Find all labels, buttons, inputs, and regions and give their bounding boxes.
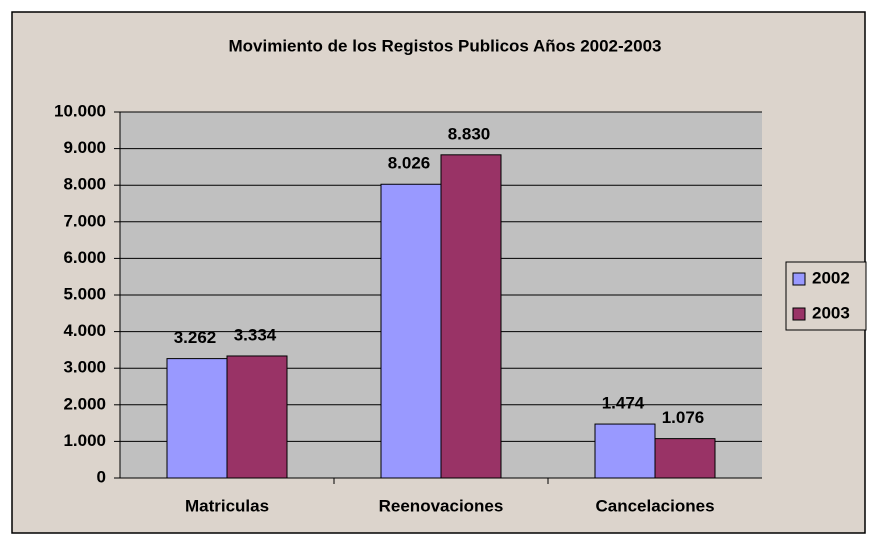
y-tick-label: 8.000: [63, 175, 106, 194]
value-label: 3.262: [174, 328, 217, 347]
value-label: 1.474: [602, 394, 645, 413]
bar: [440, 154, 502, 479]
bar: [166, 358, 228, 479]
value-label: 8.830: [448, 124, 491, 143]
x-tick-label: Matriculas: [185, 496, 269, 515]
bar: [654, 438, 716, 479]
value-label: 8.026: [388, 154, 431, 173]
y-tick-label: 0: [97, 467, 106, 486]
value-label: 1.076: [662, 408, 705, 427]
y-tick-label: 5.000: [63, 284, 106, 303]
y-tick-label: 3.000: [63, 358, 106, 377]
bar: [226, 355, 288, 479]
x-tick-label: Reenovaciones: [379, 496, 504, 515]
legend-swatch: [792, 272, 806, 286]
y-tick-label: 9.000: [63, 138, 106, 157]
value-label: 3.334: [234, 325, 277, 344]
legend-label: 2002: [812, 268, 850, 287]
legend-label: 2003: [812, 303, 850, 322]
y-tick-label: 10.000: [54, 101, 106, 120]
legend-swatch: [792, 307, 806, 321]
y-tick-label: 6.000: [63, 248, 106, 267]
y-tick-label: 2.000: [63, 394, 106, 413]
bar: [380, 183, 442, 479]
y-tick-label: 1.000: [63, 431, 106, 450]
y-tick-label: 7.000: [63, 211, 106, 230]
x-tick-label: Cancelaciones: [595, 496, 714, 515]
chart-title: Movimiento de los Registos Publicos Años…: [229, 36, 662, 55]
bar: [594, 423, 656, 479]
y-tick-label: 4.000: [63, 321, 106, 340]
